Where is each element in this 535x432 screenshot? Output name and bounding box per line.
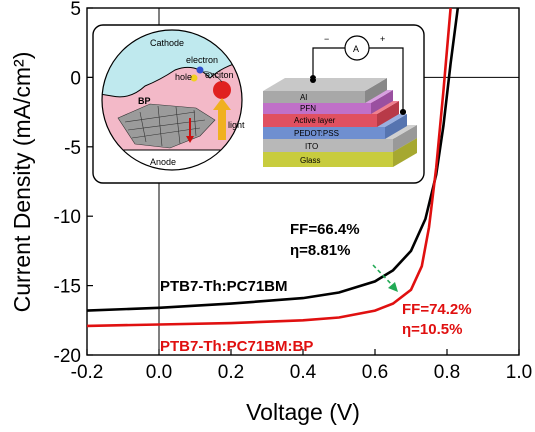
x-axis-title: Voltage (V) [246, 399, 360, 425]
x-tick-label: 0.2 [218, 362, 244, 383]
x-tick-label: 0.6 [362, 362, 388, 383]
ammeter-icon [344, 35, 370, 61]
ammeter-label: A [353, 44, 359, 54]
ff-red-label: FF=74.2% [402, 301, 472, 318]
y-tick-label: -5 [64, 138, 81, 159]
circuit [312, 47, 404, 112]
hole-dot [190, 74, 198, 82]
layer-pedot: PEDOT:PSS [294, 129, 339, 138]
device-stack [263, 77, 417, 167]
x-tick-label: 0.8 [434, 362, 460, 383]
x-tick-label: 1.0 [506, 362, 532, 383]
light-label: light [228, 120, 245, 130]
y-tick-label: 0 [70, 68, 81, 89]
layer-glass: Glass [300, 156, 320, 165]
layer-al: Al [300, 93, 307, 102]
y-tick-label: -10 [54, 207, 81, 228]
minus-sign: − [324, 34, 329, 44]
hole-label: hole [175, 72, 192, 82]
schematic-circle [101, 29, 243, 171]
y-tick-label: -20 [54, 346, 81, 367]
y-axis-title: Current Density (mA/cm²) [9, 52, 35, 313]
device-inset: Cathode Anode electron hole exciton BP l… [92, 24, 425, 184]
layer-pfn: PFN [300, 104, 316, 113]
exciton-dot [213, 81, 231, 99]
legend-black-series: PTB7-Th:PC71BM [160, 278, 288, 295]
y-tick-label: -15 [54, 277, 81, 298]
series-line-ptb7-th-pc71bm [86, 7, 460, 312]
electron-label: electron [186, 55, 218, 65]
green-dashed-arrow [372, 264, 396, 289]
green-arrow-head [388, 282, 398, 292]
eta-red-label: η=10.5% [402, 321, 462, 338]
cathode-label: Cathode [150, 38, 184, 48]
legend-red-series: PTB7-Th:PC71BM:BP [160, 338, 313, 355]
x-tick-label: -0.2 [71, 362, 104, 383]
exciton-label: exciton [205, 70, 234, 80]
layer-ito: ITO [305, 142, 318, 151]
light-arrow [213, 98, 231, 140]
bp-label: BP [138, 96, 151, 106]
x-tick-label: 0.4 [290, 362, 317, 383]
layer-active: Active layer [294, 116, 336, 125]
bp-schematic [102, 30, 242, 170]
y-tick-label: 5 [70, 0, 81, 20]
plus-sign: + [380, 34, 385, 44]
anode-label: Anode [150, 157, 176, 167]
series-line-ptb7-th-pc71bm-bp [86, 7, 452, 328]
electron-dot [196, 66, 204, 74]
axis-ticks: -0.2 0.0 0.2 0.4 0.6 0.8 1.0 5 0 -5 -10 -15 -20 [54, 0, 533, 383]
eta-black-label: η=8.81% [290, 242, 350, 259]
ff-black-label: FF=66.4% [290, 221, 360, 238]
x-tick-label: 0.0 [146, 362, 172, 383]
